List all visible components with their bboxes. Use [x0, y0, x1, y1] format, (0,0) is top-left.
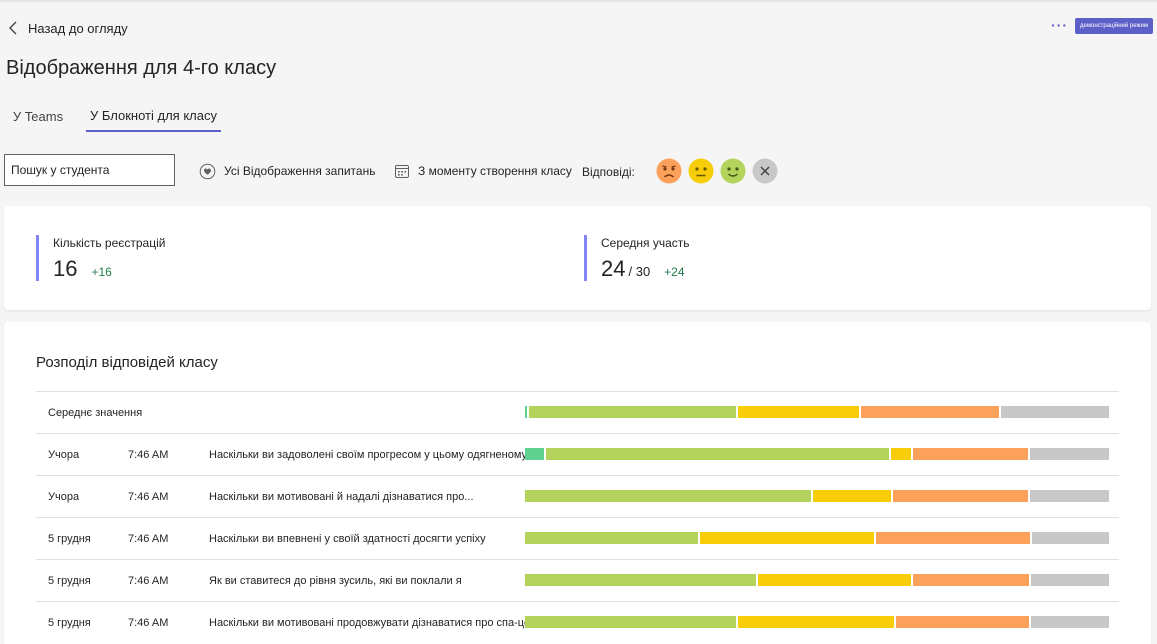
bar-segment-good	[525, 490, 812, 502]
happy-face-icon[interactable]	[720, 158, 746, 184]
bar-segment-ok	[738, 406, 860, 418]
bar-segment-none	[1031, 532, 1109, 544]
row-time: 7:46 AM	[128, 491, 169, 503]
responses-label: Відповіді:	[582, 165, 635, 179]
bar-segment-ok	[890, 448, 911, 460]
row-bar	[525, 490, 1109, 502]
bar-segment-good	[546, 448, 889, 460]
bar-segment-excellent	[525, 448, 544, 460]
bar-segment-good	[525, 616, 736, 628]
table-row[interactable]: Учора 7:46 AM Наскільки ви мотивовані й …	[36, 476, 1119, 518]
questions-filter-label: Усі Відображення запитань	[224, 164, 376, 178]
bar-segment-none	[1029, 490, 1109, 502]
divider	[36, 601, 1119, 602]
bar-segment-ok	[700, 532, 874, 544]
table-row[interactable]: 5 грудня 7:46 AM Як ви ставитеся до рівн…	[36, 560, 1119, 602]
bar-segment-bad	[875, 532, 1030, 544]
demo-mode-badge: демонстраційний режим	[1075, 18, 1153, 34]
average-label: Середнє значення	[48, 407, 143, 419]
student-search-input[interactable]	[4, 154, 175, 186]
divider	[36, 433, 1119, 434]
sad-face-icon[interactable]	[656, 158, 682, 184]
row-question: Наскільки ви мотивовані продовжувати діз…	[209, 617, 535, 629]
table-row[interactable]: Учора 7:46 AM Наскільки ви задоволені св…	[36, 434, 1119, 476]
bar-segment-ok	[758, 574, 912, 586]
bar-segment-bad	[912, 448, 1029, 460]
neutral-face-icon[interactable]	[688, 158, 714, 184]
bar-segment-ok	[813, 490, 892, 502]
average-row: Середнє значення	[36, 392, 1119, 434]
row-bar	[525, 448, 1109, 460]
registrations-label: Кількість реєстрацій	[53, 236, 166, 250]
row-date: Учора	[48, 449, 80, 461]
row-bar	[525, 616, 1109, 628]
row-question: Наскільки ви впевнені у своїй здатності …	[209, 533, 486, 545]
date-range-label: З моменту створення класу	[418, 164, 572, 178]
average-bar	[525, 406, 1109, 418]
divider	[36, 517, 1119, 518]
divider	[36, 559, 1119, 560]
registrations-delta: +16	[91, 265, 112, 279]
participation-value: 24	[601, 256, 626, 281]
table-row[interactable]: 5 грудня 7:46 AM Наскільки ви мотивовані…	[36, 602, 1119, 644]
top-divider	[0, 0, 1157, 2]
row-date: 5 грудня	[48, 533, 91, 545]
date-range-filter[interactable]: З моменту створення класу	[394, 160, 572, 182]
chevron-left-icon	[9, 21, 17, 35]
divider	[36, 475, 1119, 476]
participation-label: Середня участь	[601, 236, 690, 250]
row-time: 7:46 AM	[128, 449, 169, 461]
bar-segment-bad	[893, 490, 1028, 502]
divider	[36, 391, 1119, 392]
registrations-value: 16	[53, 256, 78, 281]
bar-segment-bad	[913, 574, 1029, 586]
tab-in-teams[interactable]: У Teams	[12, 108, 64, 124]
registrations-stat: Кількість реєстрацій 16 +16	[36, 235, 165, 281]
row-date: 5 грудня	[48, 575, 91, 587]
back-to-overview-link[interactable]: Назад до огляду	[8, 18, 128, 38]
table-row[interactable]: 5 грудня 7:46 AM Наскільки ви впевнені у…	[36, 518, 1119, 560]
row-bar	[525, 574, 1109, 586]
row-question: Наскільки ви задоволені своїм прогресом …	[209, 449, 528, 461]
row-time: 7:46 AM	[128, 617, 169, 629]
bar-segment-ok	[737, 616, 895, 628]
bar-segment-good	[525, 532, 699, 544]
bar-segment-none	[1030, 616, 1109, 628]
bar-segment-good	[525, 574, 757, 586]
bar-segment-none	[1001, 406, 1109, 418]
back-label: Назад до огляду	[28, 20, 128, 36]
clear-responses-icon[interactable]	[752, 158, 778, 184]
participation-delta: +24	[664, 265, 685, 279]
row-time: 7:46 AM	[128, 575, 169, 587]
row-bar	[525, 532, 1109, 544]
bar-segment-good	[528, 406, 737, 418]
heart-circle-icon	[199, 163, 216, 179]
participation-stat: Середня участь 24 / 30 +24	[584, 235, 690, 281]
bar-segment-bad	[861, 406, 1000, 418]
tab-in-class-notebook[interactable]: У Блокноті для класу	[86, 100, 221, 132]
more-options-icon[interactable]: ···	[1051, 17, 1068, 33]
distribution-title: Розподіл відповідей класу	[36, 354, 218, 371]
bar-segment-bad	[896, 616, 1029, 628]
row-date: Учора	[48, 491, 80, 503]
row-question: Як ви ставитеся до рівня зусиль, які ви …	[209, 575, 462, 587]
calendar-icon	[395, 165, 409, 178]
questions-filter[interactable]: Усі Відображення запитань	[199, 160, 375, 182]
bar-segment-none	[1030, 574, 1109, 586]
distribution-card: Розподіл відповідей класу Середнє значен…	[4, 322, 1151, 644]
row-time: 7:46 AM	[128, 533, 169, 545]
page-title: Відображення для 4-го класу	[6, 57, 277, 79]
participation-total: / 30	[628, 264, 651, 279]
bar-segment-none	[1030, 448, 1109, 460]
stats-card: Кількість реєстрацій 16 +16 Середня учас…	[4, 206, 1151, 310]
row-question: Наскільки ви мотивовані й надалі дізнава…	[209, 491, 474, 503]
row-date: 5 грудня	[48, 617, 91, 629]
bar-segment-excellent	[525, 406, 527, 418]
